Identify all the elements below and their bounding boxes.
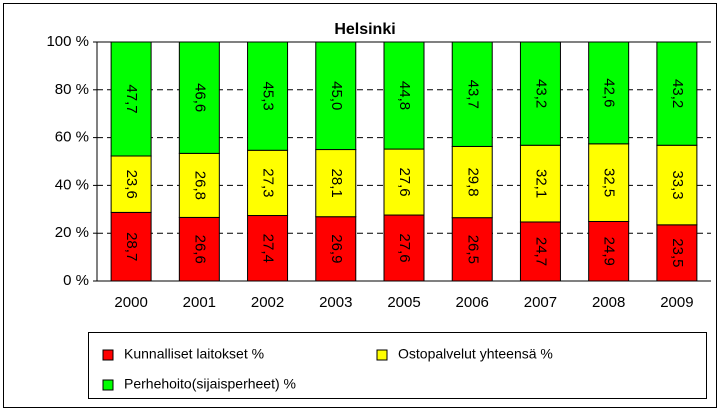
bar-segment	[519, 144, 561, 223]
bar-segment	[588, 143, 630, 222]
bar-segment	[383, 41, 425, 150]
data-label: 26,8	[191, 171, 208, 200]
data-label: 45,3	[260, 82, 277, 111]
x-tick-label: 2002	[251, 294, 284, 311]
bar-segment	[178, 41, 220, 154]
bar-segment	[315, 41, 357, 151]
x-tick-label: 2007	[524, 294, 557, 311]
data-label: 45,0	[328, 81, 345, 110]
data-label: 28,1	[328, 169, 345, 198]
bar-segment	[656, 224, 698, 282]
legend-swatch	[102, 349, 114, 361]
data-label: 44,8	[396, 81, 413, 110]
legend-swatch	[102, 379, 114, 391]
data-label: 27,3	[260, 168, 277, 197]
y-tick-label: 20 %	[55, 224, 89, 241]
data-label: 32,1	[532, 169, 549, 198]
chart-title: Helsinki	[334, 21, 395, 38]
x-tick-label: 2006	[456, 294, 489, 311]
x-tick-label: 2000	[114, 294, 147, 311]
data-label: 32,5	[601, 168, 618, 197]
bar-segment	[383, 214, 425, 282]
data-label: 47,7	[123, 84, 140, 113]
legend-swatch	[376, 349, 388, 361]
bar-segment	[451, 217, 493, 282]
x-tick-label: 2009	[660, 294, 693, 311]
data-label: 26,5	[464, 235, 481, 264]
data-label: 23,5	[669, 238, 686, 267]
y-tick-label: 100 %	[46, 33, 89, 50]
x-tick-label: 2008	[592, 294, 625, 311]
data-label: 26,9	[328, 234, 345, 263]
bar-segment	[315, 216, 357, 282]
data-label: 43,7	[464, 80, 481, 109]
y-tick-label: 60 %	[55, 129, 89, 146]
bar-segment	[656, 41, 698, 146]
data-label: 24,7	[532, 237, 549, 266]
data-label: 28,7	[123, 232, 140, 261]
data-label: 23,6	[123, 170, 140, 199]
bar-segment	[247, 41, 289, 151]
bar-segment	[519, 41, 561, 146]
legend-box	[88, 332, 707, 399]
bar-segment	[519, 221, 561, 282]
bar-segment	[451, 145, 493, 219]
bar-segment	[588, 41, 630, 145]
bar-segment	[247, 215, 289, 282]
data-label: 27,4	[260, 234, 277, 263]
data-label: 29,8	[464, 167, 481, 196]
x-tick-label: 2003	[319, 294, 352, 311]
data-label: 42,6	[601, 78, 618, 107]
data-label: 46,6	[191, 83, 208, 112]
legend-label: Perhehoito(sijaisperheet) %	[124, 376, 296, 392]
x-tick-label: 2005	[387, 294, 420, 311]
bar-segment	[178, 216, 220, 282]
bar-segment	[656, 144, 698, 226]
data-label: 26,6	[191, 235, 208, 264]
y-tick-label: 40 %	[55, 176, 89, 193]
bar-segment	[315, 149, 357, 218]
data-label: 43,2	[532, 79, 549, 108]
data-label: 27,6	[396, 233, 413, 262]
y-tick-label: 80 %	[55, 81, 89, 98]
bar-segment	[178, 152, 220, 218]
data-label: 43,2	[669, 79, 686, 108]
data-label: 24,9	[601, 237, 618, 266]
legend-label: Kunnalliset laitokset %	[124, 346, 264, 362]
data-label: 33,3	[669, 170, 686, 199]
bar-segment	[383, 148, 425, 216]
data-label: 27,6	[396, 167, 413, 196]
y-tick-label: 0 %	[63, 272, 89, 289]
bar-segment	[588, 220, 630, 282]
legend-label: Ostopalvelut yhteensä %	[398, 346, 553, 362]
bar-segment	[451, 41, 493, 147]
x-tick-label: 2001	[183, 294, 216, 311]
